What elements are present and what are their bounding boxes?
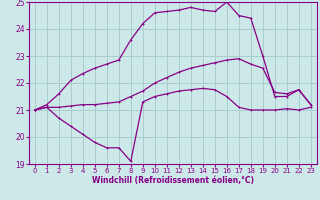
X-axis label: Windchill (Refroidissement éolien,°C): Windchill (Refroidissement éolien,°C) [92,176,254,185]
